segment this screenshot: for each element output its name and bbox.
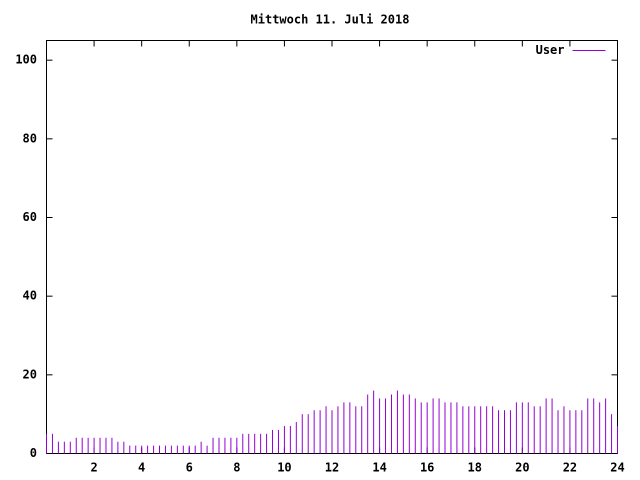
x-tick-label: 16 <box>420 461 434 475</box>
x-tick-label: 4 <box>138 461 145 475</box>
x-tick-label: 18 <box>468 461 482 475</box>
y-tick-label: 40 <box>23 289 37 303</box>
y-tick-label: 60 <box>23 210 37 224</box>
x-tick-label: 24 <box>610 461 624 475</box>
x-tick-label: 14 <box>372 461 386 475</box>
y-tick-label: 80 <box>23 131 37 145</box>
y-tick-label: 20 <box>23 367 37 381</box>
x-tick-label: 10 <box>277 461 291 475</box>
x-tick-label: 6 <box>186 461 193 475</box>
x-tick-label: 22 <box>563 461 577 475</box>
chart-title: Mittwoch 11. Juli 2018 <box>251 13 410 27</box>
y-tick-label: 0 <box>30 446 37 460</box>
x-tick-label: 12 <box>325 461 339 475</box>
x-tick-label: 8 <box>233 461 240 475</box>
x-tick-label: 2 <box>90 461 97 475</box>
x-tick-label: 20 <box>515 461 529 475</box>
legend-label: User <box>536 43 565 57</box>
y-tick-label: 100 <box>15 53 37 67</box>
